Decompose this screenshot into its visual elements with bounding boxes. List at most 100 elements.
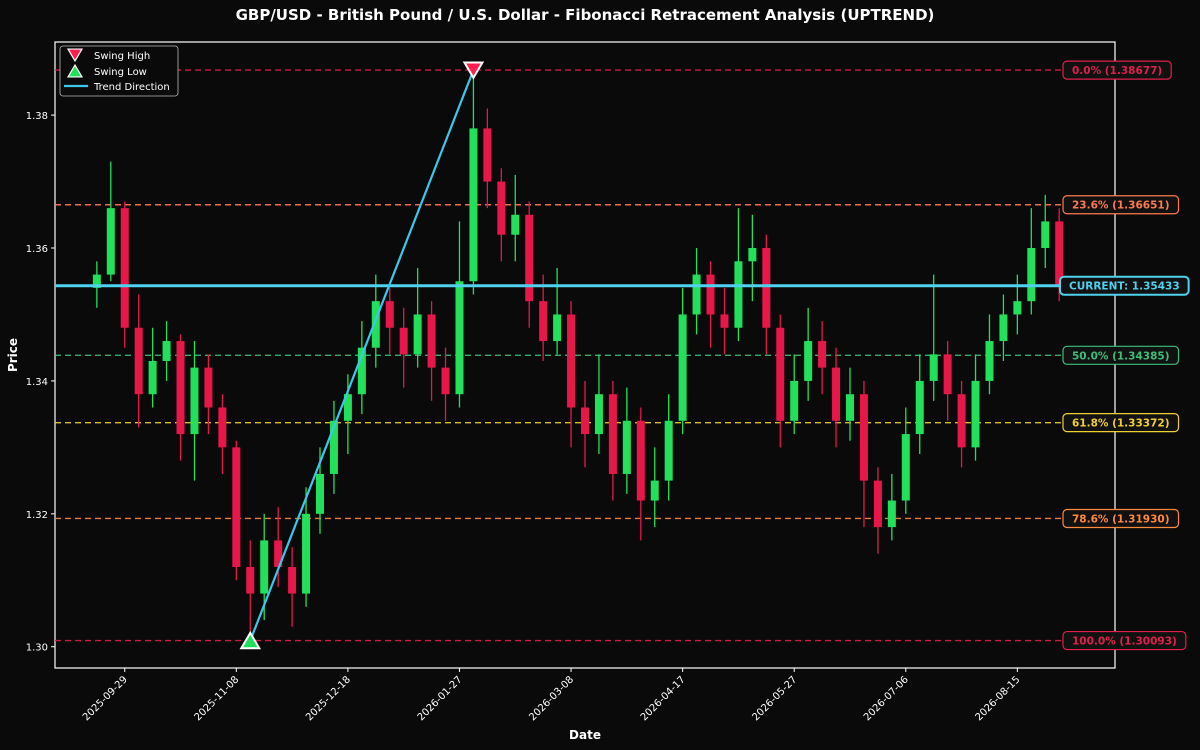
candle-body	[859, 394, 868, 481]
fib-level-label	[1062, 345, 1180, 365]
candle-body	[288, 566, 297, 594]
candle-body	[762, 248, 771, 328]
fib-level-label-text: 0.0% (1.38677)	[1072, 65, 1162, 77]
candle	[804, 307, 813, 401]
candle	[873, 467, 882, 554]
candle	[511, 174, 520, 262]
candle-body	[706, 274, 715, 315]
candle	[985, 314, 994, 395]
candle-body	[832, 367, 841, 421]
candle	[776, 314, 785, 448]
candle-body	[1041, 221, 1050, 249]
candle	[218, 394, 227, 474]
candle	[274, 507, 283, 587]
candle	[901, 407, 910, 514]
fib-level-label-text: 50.0% (1.34385)	[1072, 350, 1170, 362]
candle	[190, 341, 199, 481]
candle-body	[901, 434, 910, 501]
x-axis-label: Date	[569, 728, 601, 742]
candle-body	[915, 380, 924, 435]
legend-swing-high-icon	[66, 48, 84, 63]
candle	[399, 307, 408, 388]
candle	[692, 248, 701, 335]
candle	[525, 201, 534, 328]
candle-body	[776, 327, 785, 421]
fib-level-label-text: 61.8% (1.33372)	[1072, 418, 1170, 430]
candle	[762, 234, 771, 355]
candle-body	[692, 274, 701, 315]
candle	[957, 380, 966, 468]
candle-body	[232, 447, 241, 567]
candle-body	[539, 301, 548, 342]
candle-body	[1055, 221, 1064, 286]
candle-body	[176, 341, 185, 435]
candle-body	[120, 208, 129, 328]
fib-level-label	[1062, 630, 1187, 651]
candle-body	[818, 341, 827, 368]
candle-body	[357, 347, 366, 395]
candle	[176, 334, 185, 461]
fib-level-label	[1062, 508, 1180, 529]
trend-line	[249, 69, 475, 641]
candle	[846, 367, 854, 441]
swing-high-marker	[462, 61, 485, 80]
candle-body	[413, 314, 422, 355]
candle	[343, 374, 352, 455]
legend-label: Trend Direction	[93, 82, 170, 93]
candle-body	[497, 181, 506, 235]
candle	[706, 261, 715, 348]
candle-body	[971, 380, 980, 448]
candle-body	[567, 314, 576, 408]
candle-body	[650, 480, 659, 501]
candle-body	[302, 513, 311, 594]
candle-body	[148, 360, 157, 395]
candle	[385, 287, 394, 355]
candle	[887, 473, 896, 541]
candle	[469, 70, 478, 295]
candle-body	[134, 327, 143, 395]
legend: Swing High Swing Low Trend Direction	[59, 45, 179, 97]
y-tick-label: 1.32	[26, 510, 48, 521]
candle	[497, 168, 506, 262]
candle	[971, 354, 980, 461]
candle-body	[873, 480, 882, 528]
candle-body	[204, 367, 213, 408]
candle	[622, 387, 631, 494]
candle-body	[246, 566, 255, 594]
candle	[608, 380, 617, 501]
candle	[929, 274, 938, 401]
candle-body	[483, 128, 492, 182]
candle-body	[162, 341, 171, 361]
fib-level-label	[1062, 60, 1172, 80]
candle-body	[329, 420, 338, 474]
candle	[734, 208, 743, 342]
candle	[650, 447, 659, 528]
candle	[567, 301, 576, 448]
candle-body	[385, 301, 394, 328]
candle-body	[1027, 248, 1036, 302]
fib-level-label	[1062, 413, 1180, 433]
legend-box	[59, 45, 179, 97]
y-tick-label: 1.38	[26, 111, 48, 122]
candle-body	[594, 394, 603, 435]
candle	[636, 407, 645, 541]
candle-body	[343, 394, 352, 421]
candle-body	[929, 354, 938, 381]
candle-body	[720, 314, 729, 328]
current-price-label-text: CURRENT: 1.35433	[1069, 281, 1180, 293]
candle-body	[441, 367, 450, 395]
legend-label: Swing Low	[94, 67, 147, 78]
candle-body	[399, 327, 408, 355]
candle-body	[455, 281, 464, 395]
candle	[790, 354, 799, 435]
candles	[92, 70, 1064, 641]
candle-body	[748, 248, 757, 262]
y-tick-label: 1.34	[26, 377, 48, 388]
candle-body	[985, 341, 994, 381]
candle	[483, 108, 492, 209]
candle	[1041, 194, 1050, 268]
candle-body	[190, 367, 199, 435]
candle	[232, 440, 241, 581]
candle-body	[525, 214, 534, 302]
